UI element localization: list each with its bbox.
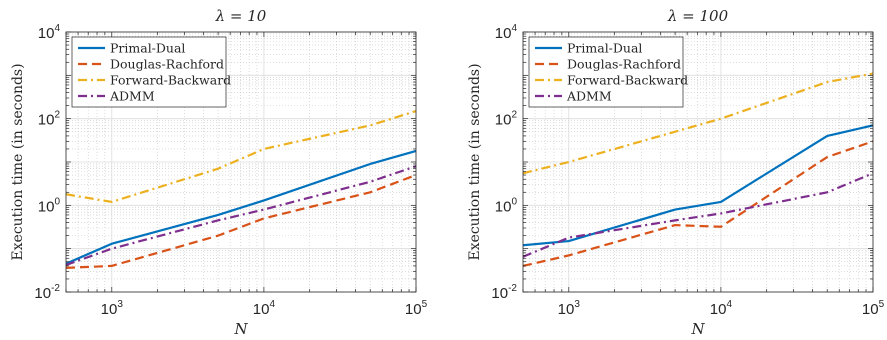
x-tick-label: 104 xyxy=(253,299,276,318)
x-tick-label: 105 xyxy=(862,299,885,318)
chart-panel-1: 103 104 105 10-2 100 102 104 λ = 10 N Execution t… xyxy=(10,7,428,338)
x-tick-label: 103 xyxy=(558,299,581,318)
chart-title: λ = 10 xyxy=(215,7,267,25)
y-tick-label: 10-2 xyxy=(34,283,60,302)
legend: Primal-DualDouglas-RachfordForward-Backw… xyxy=(71,36,231,108)
tick-marks xyxy=(522,31,874,293)
series-line-forward-backward xyxy=(66,109,416,203)
series-line-admm xyxy=(523,172,873,258)
tick-marks xyxy=(65,31,417,293)
y-tick-label: 10-2 xyxy=(491,283,517,302)
grid xyxy=(66,31,417,293)
legend-label: Forward-Backward xyxy=(567,73,688,88)
y-tick-label: 100 xyxy=(38,196,61,215)
y-tick-label: 102 xyxy=(495,110,518,129)
x-tick-label: 104 xyxy=(710,299,733,318)
legend-label: ADMM xyxy=(109,89,155,104)
legend-label: Primal-Dual xyxy=(567,41,642,56)
x-tick-label: 103 xyxy=(101,299,124,318)
legend: Primal-DualDouglas-RachfordForward-Backw… xyxy=(528,36,688,108)
y-tick-label: 104 xyxy=(38,23,61,42)
y-tick-label: 102 xyxy=(38,110,61,129)
series-group xyxy=(523,72,873,267)
chart-title: λ = 100 xyxy=(667,7,729,25)
legend-label: Douglas-Rachford xyxy=(567,57,681,72)
x-axis-label: N xyxy=(690,320,705,338)
y-tick-label: 100 xyxy=(495,196,518,215)
series-line-primal-dual xyxy=(66,149,416,265)
chart-panel-2: 103 104 105 10-2 100 102 104 λ = 100 N Execution … xyxy=(467,7,885,338)
series-group xyxy=(66,109,416,269)
series-line-admm xyxy=(66,165,416,267)
series-line-forward-backward xyxy=(523,72,873,175)
legend-label: ADMM xyxy=(566,89,612,104)
series-line-douglas-rachford xyxy=(523,140,873,267)
x-axis-label: N xyxy=(233,320,248,338)
legend-label: Douglas-Rachford xyxy=(110,57,224,72)
legend-label: Forward-Backward xyxy=(110,73,231,88)
y-tick-label: 104 xyxy=(495,23,518,42)
y-axis-label: Execution time (in seconds) xyxy=(467,63,483,260)
y-axis-label: Execution time (in seconds) xyxy=(10,63,26,260)
legend-label: Primal-Dual xyxy=(110,41,185,56)
series-line-douglas-rachford xyxy=(66,174,416,269)
x-tick-label: 105 xyxy=(405,299,428,318)
